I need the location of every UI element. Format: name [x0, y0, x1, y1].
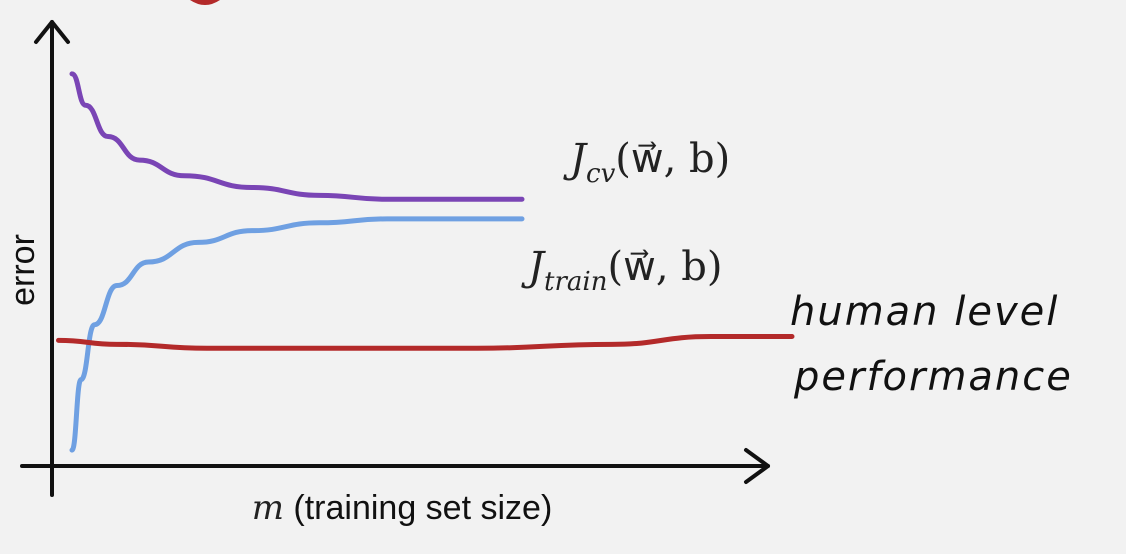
curve-jtrain [69, 216, 525, 453]
human-level-label-line2: performance [793, 354, 1073, 400]
curve-human-level [56, 333, 795, 351]
jtrain-args: (w⃗, b) [608, 244, 723, 290]
top-red-fragment [190, 0, 220, 5]
jcv-args: (w⃗, b) [615, 136, 730, 182]
curve-jcv [69, 71, 525, 202]
series-layer [56, 71, 795, 453]
y-axis-arrow-icon [34, 20, 70, 44]
x-axis-arrow-icon [744, 448, 770, 484]
y-axis-label: error [4, 234, 42, 306]
x-axis-label: m (training set size) [252, 488, 553, 528]
x-axis-label-variable: m [252, 488, 284, 528]
axes [20, 20, 770, 497]
human-level-label-line1: human level [790, 289, 1059, 335]
series-label-jtrain: Jtrain(w⃗, b) [521, 244, 722, 297]
series-label-jcv: Jcv(w⃗, b) [563, 136, 730, 189]
jtrain-subscript: train [544, 267, 607, 297]
jcv-subscript: cv [586, 159, 616, 189]
jtrain-symbol: J [521, 244, 546, 290]
jcv-symbol: J [563, 136, 588, 182]
x-axis-label-text: (training set size) [284, 489, 552, 527]
